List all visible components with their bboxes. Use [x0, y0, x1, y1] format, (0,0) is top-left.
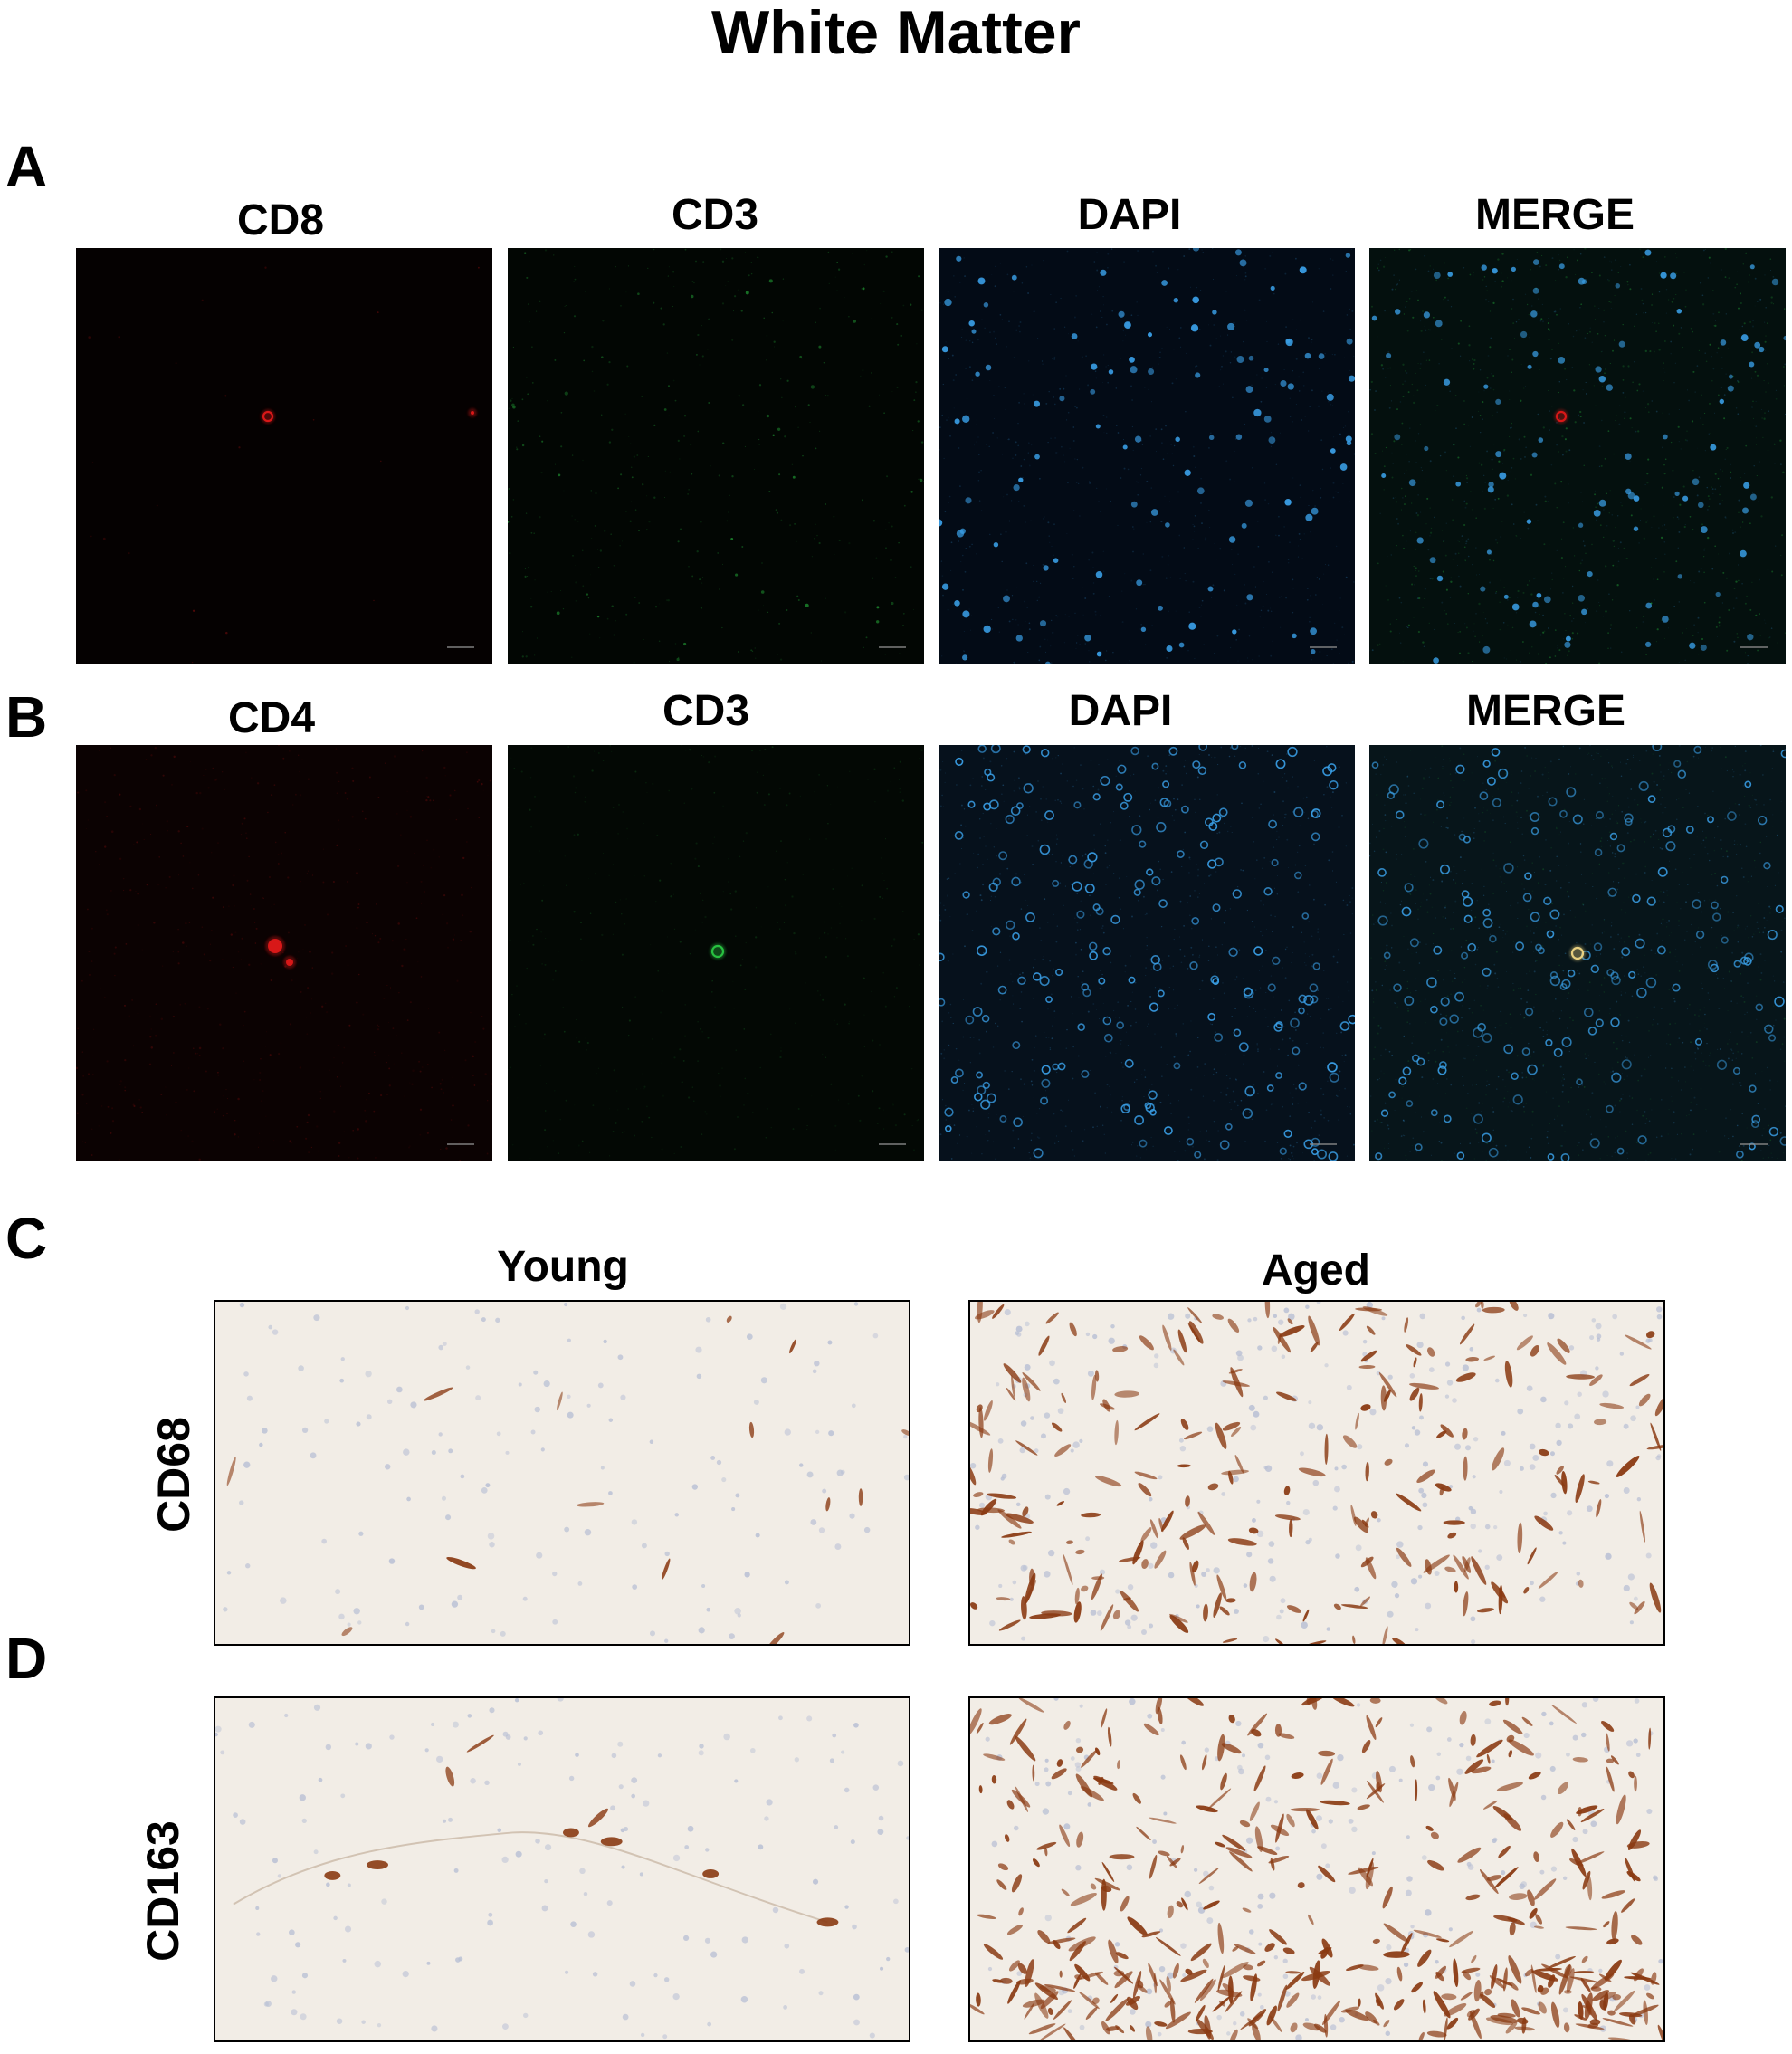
panel-b-cd3-image: [508, 745, 924, 1161]
panel-c-row-label-cd68: CD68: [148, 1417, 199, 1533]
panel-c-aged-image: [968, 1300, 1665, 1646]
panel-a-label-merge: MERGE: [1474, 191, 1635, 239]
panel-b-label-merge: MERGE: [1465, 687, 1625, 735]
panel-b-label-cd4: CD4: [227, 694, 316, 742]
panel-b-label-dapi: DAPI: [1068, 687, 1173, 735]
figure-title: White Matter: [711, 0, 1081, 67]
panel-letter-c: C: [5, 1206, 48, 1271]
panel-letter-b: B: [5, 684, 48, 750]
panel-a-label-cd3: CD3: [671, 191, 759, 239]
panel-d-young-image: [214, 1696, 910, 2042]
panel-a-merge-image: [1369, 248, 1786, 664]
panel-c-label-young: Young: [497, 1243, 629, 1291]
panel-d-aged-image: [968, 1696, 1665, 2042]
panel-a-label-cd8: CD8: [236, 196, 325, 244]
panel-a-dapi-image: [939, 248, 1355, 664]
panel-letter-a: A: [5, 134, 48, 199]
panel-b-dapi-image: [939, 745, 1355, 1161]
panel-a-cd3-image: [508, 248, 924, 664]
panel-c-label-aged: Aged: [1262, 1247, 1370, 1294]
panel-b-label-cd3: CD3: [662, 687, 750, 735]
panel-b-cd4-image: [76, 745, 492, 1161]
panel-d-row-label-cd163: CD163: [138, 1820, 188, 1962]
panel-a-cd8-image: [76, 248, 492, 664]
panel-b-merge-image: [1369, 745, 1786, 1161]
panel-a-label-dapi: DAPI: [1077, 191, 1182, 239]
panel-letter-d: D: [5, 1626, 48, 1691]
panel-c-young-image: [214, 1300, 910, 1646]
